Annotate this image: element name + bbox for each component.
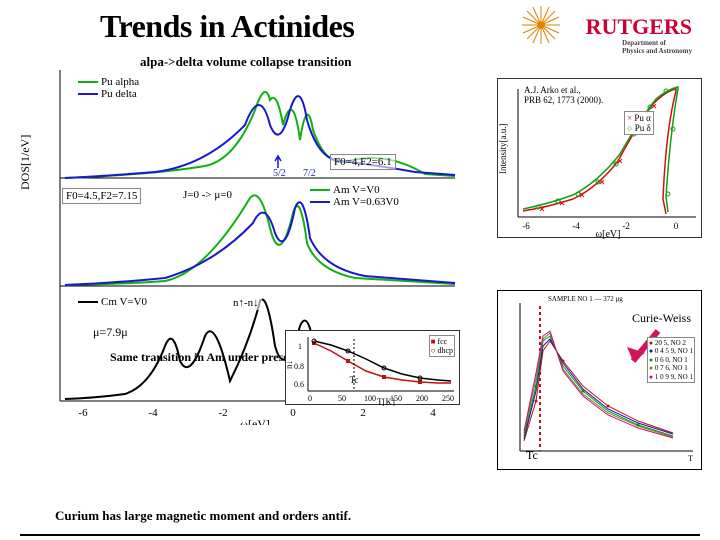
- sl-2: 0 6 0, NO 1: [655, 356, 688, 364]
- tick-72: 7/2: [303, 168, 316, 179]
- susc-legend: ● 20 5, NO 2 ● 0 4 5 9, NO 1 ● 0 6 0, NO…: [647, 337, 695, 383]
- f-label-2: F0=4.5,F2=7.15: [62, 188, 141, 204]
- svg-text:T[K]: T[K]: [377, 397, 395, 406]
- svg-text:0: 0: [308, 394, 312, 403]
- legend-pu-delta-2: Pu δ: [635, 123, 651, 133]
- y-axis-label: DOS[1/eV]: [18, 135, 33, 190]
- susceptibility-chart: T SAMPLE NO 1 — 372 μg Curie-Weiss ● 20 …: [497, 290, 702, 470]
- ref-line-1: A.J. Arko et al.,: [524, 85, 581, 95]
- inset-legend: ■ fcc ○ dhcp: [429, 335, 455, 357]
- svg-text:200: 200: [416, 394, 428, 403]
- mu-label: μ=7.9μ: [90, 324, 131, 341]
- j-label: J=0 -> μ=0: [180, 188, 235, 202]
- svg-text:2: 2: [360, 407, 366, 419]
- intensity-chart: Intensity[a.u.] -6 -4 -2 0 ω[eV] A.J. Ar…: [497, 78, 702, 238]
- legend-panel-2: Am V=V0 Am V=0.63V0: [310, 184, 399, 208]
- f-label-1: F0=4,F2=6.1: [330, 154, 396, 170]
- svg-text:-4: -4: [572, 221, 580, 231]
- svg-text:1: 1: [298, 342, 302, 351]
- svg-text:-4: -4: [148, 407, 158, 419]
- legend-dhcp: dhcp: [437, 346, 453, 355]
- bottom-caption: Curium has large magnetic moment and ord…: [55, 508, 351, 524]
- sl-3: 0 7 6, NO 1: [655, 364, 688, 372]
- department-name: Department of Physics and Astronomy: [622, 40, 692, 55]
- intensity-ylabel: Intensity[a.u.]: [498, 124, 508, 174]
- intensity-legend: × Pu α ○ Pu δ: [624, 111, 654, 135]
- legend-pu-alpha-2: Pu α: [634, 113, 650, 123]
- inset-chart: n↓ 050100150200250 10.80.6 T[K] Tc ■ fcc…: [285, 330, 460, 405]
- svg-text:-6: -6: [522, 221, 530, 231]
- curie-weiss-label: Curie-Weiss: [632, 311, 691, 326]
- ref-text: A.J. Arko et al., PRB 62, 1773 (2000).: [524, 85, 603, 105]
- svg-text:100: 100: [364, 394, 376, 403]
- svg-text:0: 0: [290, 407, 296, 419]
- svg-text:50: 50: [338, 394, 346, 403]
- svg-text:-6: -6: [78, 407, 88, 419]
- svg-text:T: T: [688, 454, 693, 463]
- legend-pu-alpha: Pu alpha: [101, 76, 139, 88]
- legend-am-v0: Am V=V0: [333, 184, 380, 196]
- svg-text:0.6: 0.6: [294, 380, 304, 389]
- svg-text:0.8: 0.8: [294, 362, 304, 371]
- legend-fcc: fcc: [437, 337, 447, 346]
- tick-52: 5/2: [273, 168, 286, 179]
- sl-1: 0 4 5 9, NO 1: [655, 347, 693, 355]
- sunburst-icon: [520, 4, 562, 46]
- legend-panel-1: Pu alpha Pu delta: [78, 76, 139, 100]
- svg-text:-2: -2: [622, 221, 630, 231]
- sl-4: 1 0 9 9, NO 1: [655, 373, 693, 381]
- ref-line-2: PRB 62, 1773 (2000).: [524, 95, 603, 105]
- svg-text:Tc: Tc: [350, 375, 359, 385]
- svg-text:0: 0: [674, 221, 679, 231]
- legend-cm: Cm V=V0: [101, 296, 147, 308]
- svg-text:n↓: n↓: [286, 360, 294, 369]
- institution-name: RUTGERS: [586, 14, 692, 40]
- legend-pu-delta: Pu delta: [101, 88, 137, 100]
- dept-line-2: Physics and Astronomy: [622, 47, 692, 55]
- sample-text: SAMPLE NO 1 — 372 μg: [548, 295, 623, 303]
- legend-am-063v0: Am V=0.63V0: [333, 196, 399, 208]
- x-axis-label: ω[eV]: [240, 417, 270, 425]
- nz-label: n↑-n↓: [230, 296, 262, 310]
- footer-divider: [20, 534, 700, 536]
- svg-text:4: 4: [430, 407, 436, 419]
- subtitle: alpa->delta volume collapse transition: [140, 54, 351, 70]
- intensity-xlabel: ω[eV]: [596, 229, 621, 239]
- legend-panel-3: Cm V=V0: [78, 296, 147, 308]
- sl-0: 20 5, NO 2: [655, 339, 686, 347]
- svg-text:250: 250: [442, 394, 454, 403]
- am-pressure-text: Same transition in Am under pressure: [110, 350, 305, 365]
- svg-text:-2: -2: [218, 407, 227, 419]
- page-title: Trends in Actinides: [100, 8, 354, 45]
- tc-label: Tc: [526, 448, 538, 463]
